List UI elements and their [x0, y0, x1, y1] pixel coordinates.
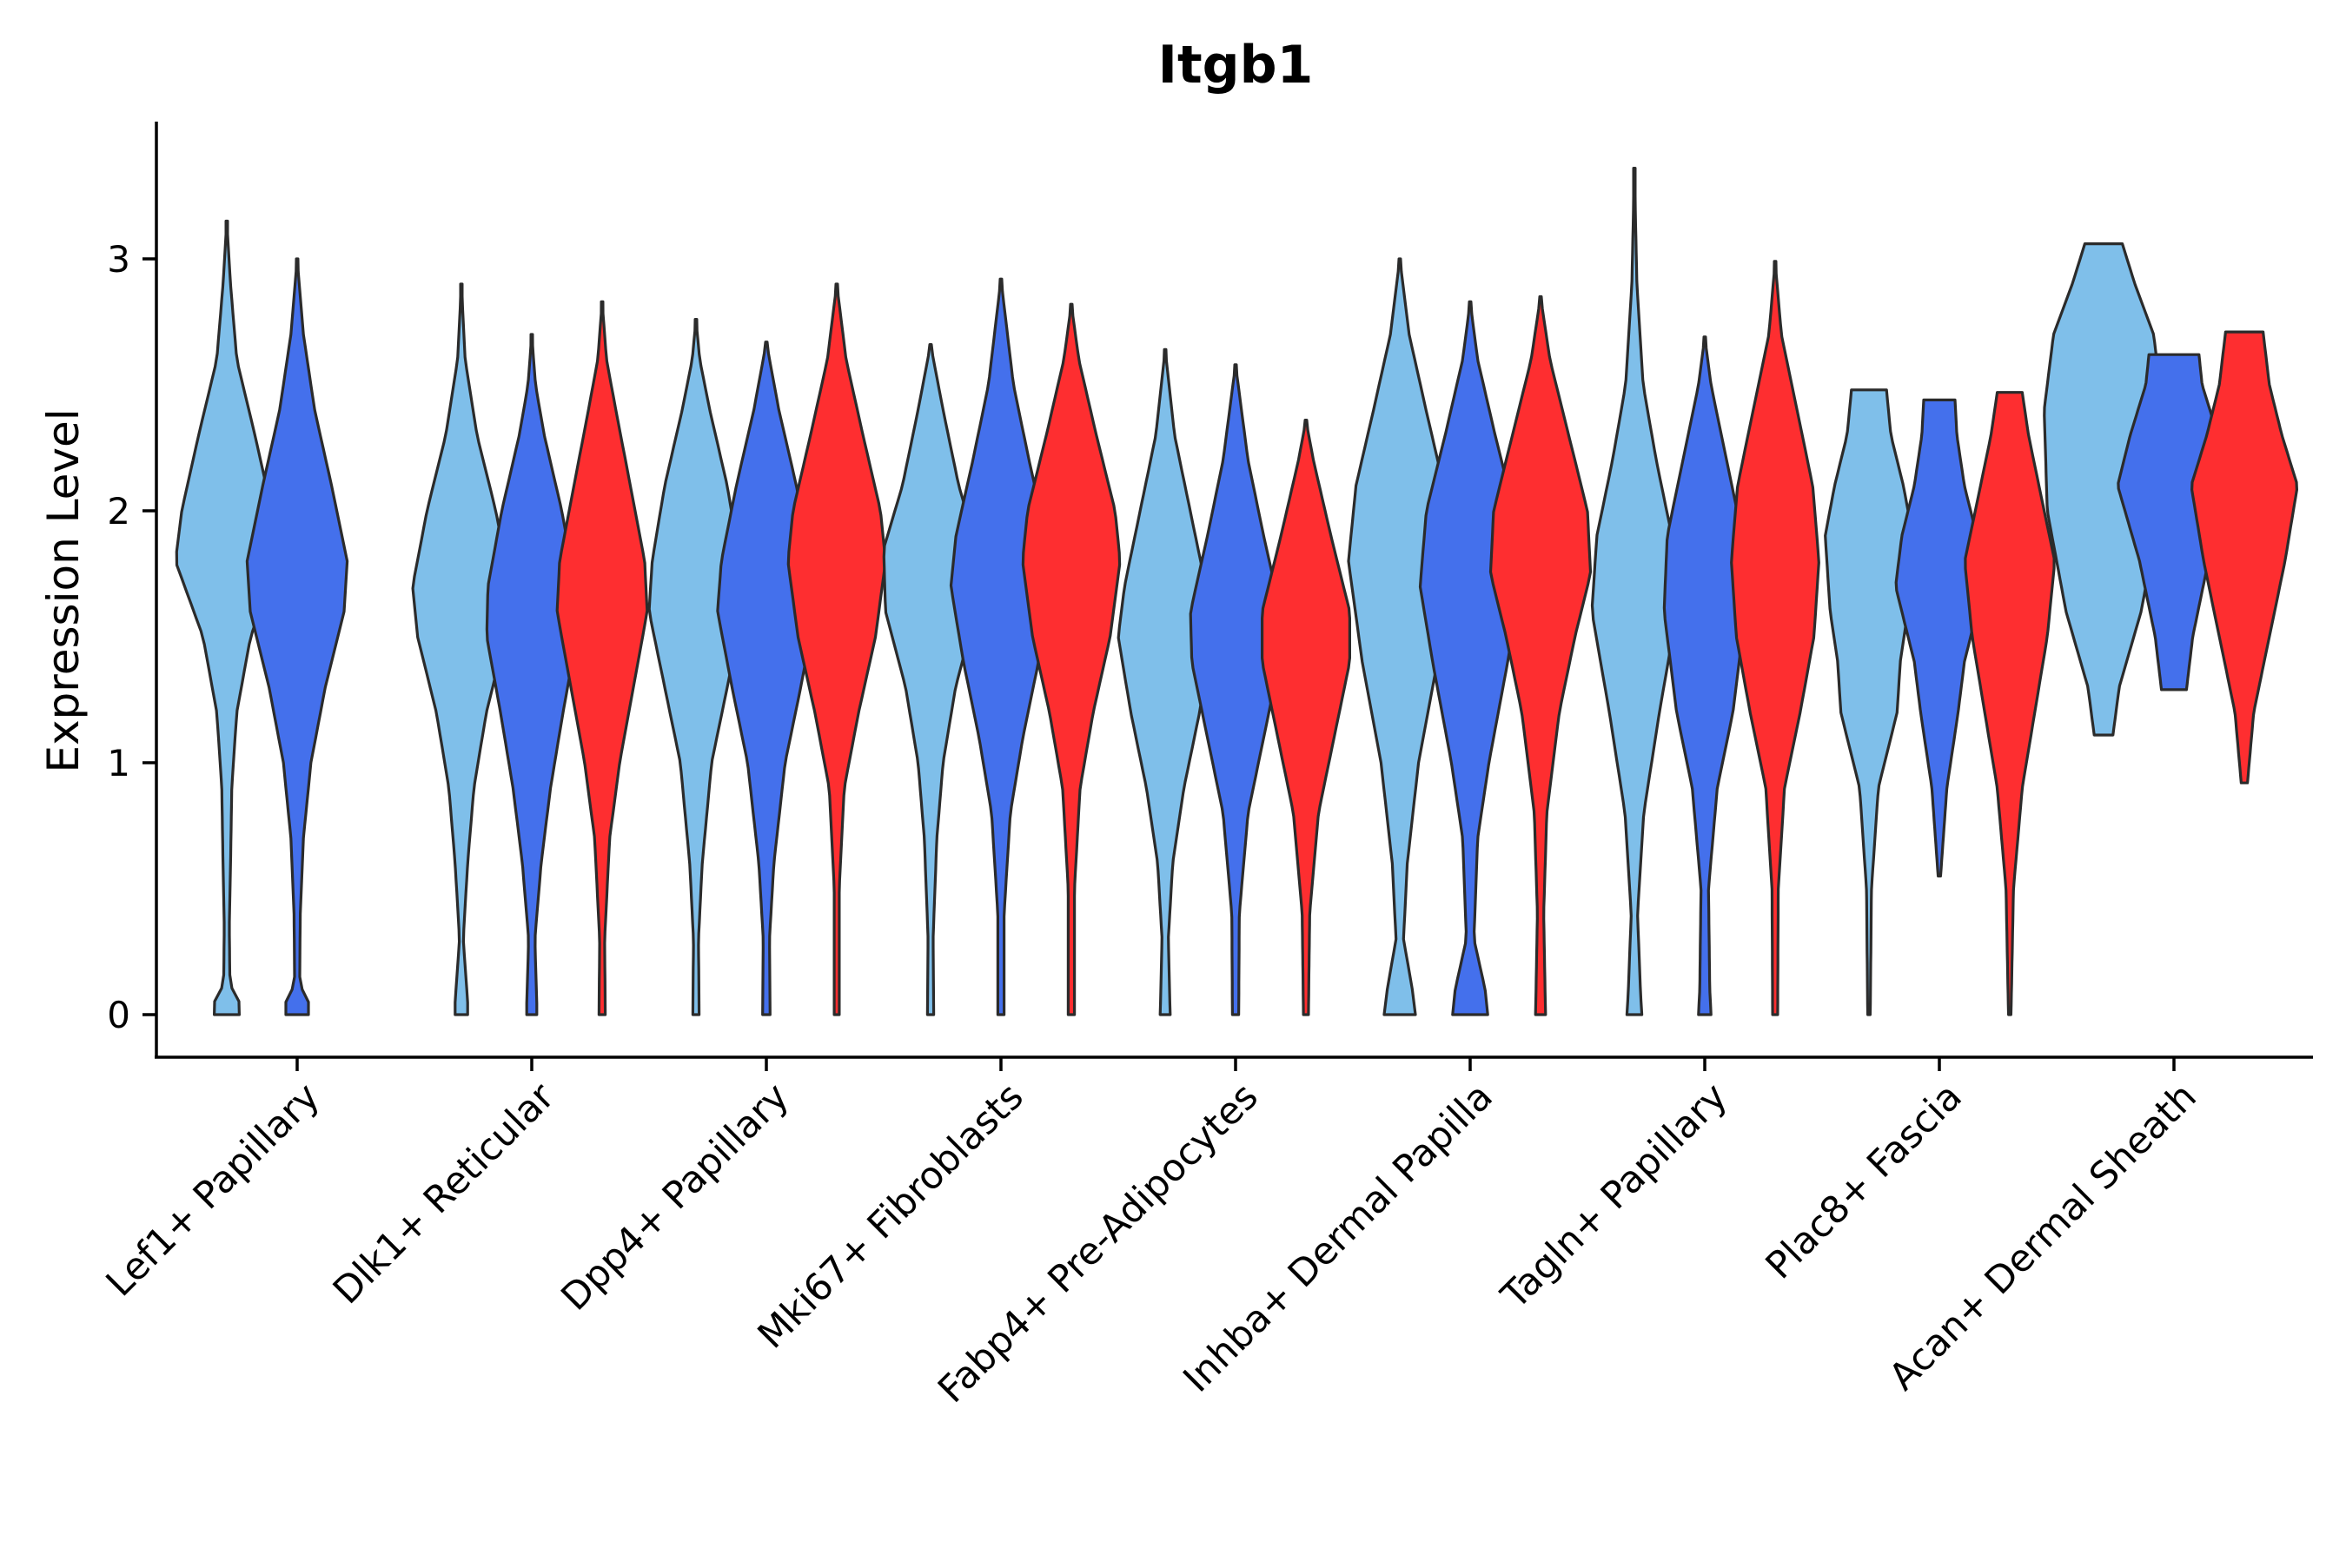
violin-dlk1-reticular-2: [555, 300, 649, 1016]
x-tick-label-mki67-fibroblasts: Mki67+ Fibroblasts: [750, 1075, 1032, 1357]
x-tick-label-lef1-papillary: Lef1+ Papillary: [98, 1075, 328, 1305]
x-tick-label-dlk1-reticular: Dlk1+ Reticular: [325, 1075, 563, 1313]
violin-fabp4-pre-adipocytes-1: [1189, 363, 1282, 1016]
violin-mki67-fibroblasts-2: [1021, 302, 1122, 1016]
violin-inhba-dermal-papilla-1: [1418, 300, 1522, 1016]
violin-mki67-fibroblasts-0: [882, 343, 979, 1016]
axes-group: [155, 122, 2313, 1059]
violin-plac8-fascia-0: [1824, 388, 1914, 1016]
violin-tagln-papillary-0: [1590, 167, 1679, 1016]
violin-plac8-fascia-2: [1964, 391, 2056, 1016]
violin-dpp4-papillary-1: [716, 341, 817, 1016]
x-tick-label-tagln-papillary: Tagln+ Papillary: [1493, 1075, 1736, 1318]
violin-dlk1-reticular-0: [411, 282, 512, 1016]
violin-inhba-dermal-papilla-2: [1488, 294, 1593, 1016]
violin-dpp4-papillary-2: [786, 282, 887, 1016]
violin-lef1-papillary-1: [245, 257, 349, 1016]
violin-lef1-papillary-0: [175, 219, 279, 1016]
y-tick-label-1: 1: [107, 742, 130, 784]
violin-plac8-fascia-1: [1894, 398, 1985, 878]
y-axis-label: Expression Level: [38, 408, 89, 772]
violin-acan-dermal-sheath-2: [2190, 330, 2298, 784]
violins-group: [175, 167, 2298, 1016]
violin-inhba-dermal-papilla-0: [1347, 257, 1453, 1016]
chart-title: Itgb1: [1158, 35, 1314, 96]
y-tick-label-0: 0: [107, 994, 130, 1036]
violin-dlk1-reticular-1: [485, 333, 579, 1016]
y-tick-label-3: 3: [107, 238, 130, 281]
violin-tagln-papillary-2: [1730, 260, 1820, 1016]
violin-mki67-fibroblasts-1: [949, 277, 1053, 1016]
y-ticks-group: 0 1 2 3: [107, 238, 156, 1036]
x-tick-label-plac8-fascia: Plac8+ Fascia: [1758, 1075, 1971, 1287]
violin-fabp4-pre-adipocytes-2: [1261, 419, 1351, 1016]
violin-acan-dermal-sheath-1: [2117, 353, 2231, 691]
violin-fabp4-pre-adipocytes-0: [1117, 347, 1214, 1016]
violin-dpp4-papillary-0: [647, 318, 745, 1016]
violin-tagln-papillary-1: [1662, 335, 1747, 1016]
x-tick-label-dpp4-papillary: Dpp4+ Papillary: [553, 1075, 798, 1319]
y-tick-label-2: 2: [107, 490, 130, 533]
